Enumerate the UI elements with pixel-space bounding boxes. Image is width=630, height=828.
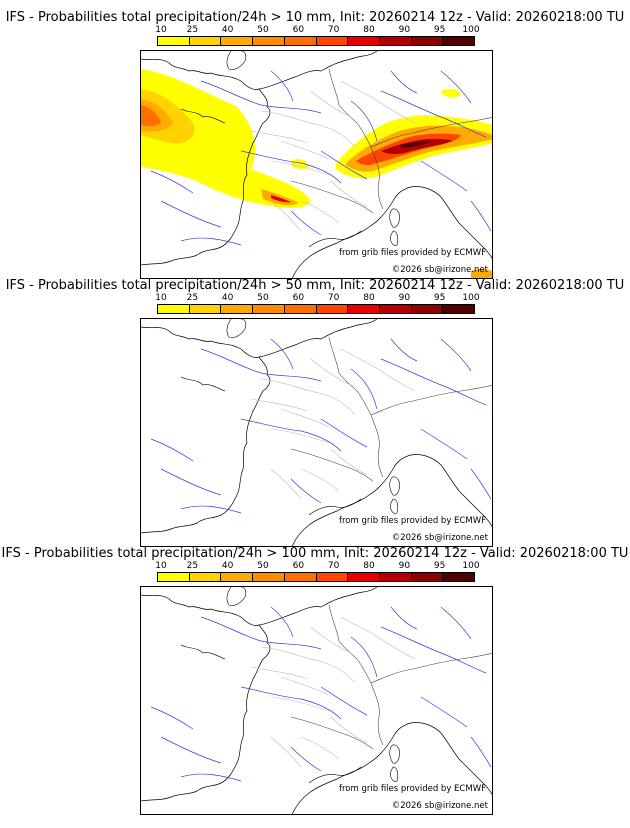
colorbar-segment: [348, 37, 380, 45]
colorbar-ticks: 10 25 40 50 60 70 80 90 95 100: [155, 561, 479, 572]
colorbar-segment: [348, 305, 380, 313]
precipitation-shading: [141, 69, 492, 278]
colorbar-tick-label: 60: [292, 561, 305, 571]
colorbar-tick-label: 40: [221, 293, 234, 303]
colorbar-segment: [443, 573, 475, 581]
geography: [141, 319, 492, 546]
colorbar-tick-label: 100: [462, 293, 480, 303]
colorbar: [157, 304, 475, 314]
panel-title: IFS - Probabilities total precipitation/…: [5, 10, 625, 25]
colorbar-segment: [443, 305, 475, 313]
colorbar-segment: [316, 37, 349, 45]
colorbar-ticks: 10 25 40 50 60 70 80 90 95 100: [155, 293, 479, 304]
colorbar-tick-label: 25: [186, 25, 199, 35]
map-10mm: from grib files provided by ECMWF ©2026 …: [140, 50, 493, 279]
source-credit: from grib files provided by ECMWF: [339, 784, 486, 794]
geography: [141, 51, 492, 278]
colorbar-tick-label: 50: [257, 25, 269, 35]
colorbar-tick-label: 10: [155, 561, 167, 571]
colorbar-segment: [316, 305, 349, 313]
panel-title: IFS - Probabilities total precipitation/…: [5, 278, 625, 293]
colorbar-tick-label: 40: [221, 25, 234, 35]
colorbar-segment: [443, 37, 475, 45]
colorbar-tick-label: 80: [363, 561, 375, 571]
colorbar-tick-label: 90: [398, 25, 411, 35]
colorbar-ticks: 10 25 40 50 60 70 80 90 95 100: [155, 25, 479, 36]
colorbar-tick-label: 10: [155, 293, 167, 303]
colorbar-segment: [253, 305, 285, 313]
colorbar-segment: [158, 573, 190, 581]
colorbar-segment: [284, 305, 317, 313]
copyright-credit: ©2026 sb@irizone.net: [391, 801, 488, 811]
colorbar: [157, 36, 475, 46]
colorbar-segment: [221, 573, 254, 581]
colorbar-tick-label: 80: [363, 25, 375, 35]
colorbar: [157, 572, 475, 582]
colorbar-segment: [411, 37, 444, 45]
colorbar-tick-label: 95: [433, 561, 446, 571]
colorbar-tick-label: 80: [363, 293, 375, 303]
colorbar-tick-label: 90: [398, 293, 411, 303]
colorbar-tick-label: 60: [292, 293, 305, 303]
panel-10mm: IFS - Probabilities total precipitation/…: [0, 10, 630, 280]
colorbar-tick-label: 25: [186, 561, 199, 571]
colorbar-segment: [316, 573, 349, 581]
colorbar-tick-label: 25: [186, 293, 199, 303]
colorbar-segment: [348, 573, 380, 581]
colorbar-segment: [158, 37, 190, 45]
colorbar-segment: [158, 305, 190, 313]
colorbar-segment: [221, 37, 254, 45]
colorbar-segment: [253, 573, 285, 581]
colorbar-segment: [253, 37, 285, 45]
panel-100mm: IFS - Probabilities total precipitation/…: [0, 546, 630, 816]
source-credit: from grib files provided by ECMWF: [339, 248, 486, 258]
colorbar-segment: [379, 573, 412, 581]
colorbar-tick-label: 40: [221, 561, 234, 571]
colorbar-segment: [284, 37, 317, 45]
colorbar-tick-label: 50: [257, 293, 269, 303]
copyright-credit: ©2026 sb@irizone.net: [391, 265, 488, 275]
colorbar-segment: [411, 573, 444, 581]
map-100mm: from grib files provided by ECMWF ©2026 …: [140, 586, 493, 815]
colorbar-segment: [284, 573, 317, 581]
colorbar-tick-label: 50: [257, 561, 269, 571]
copyright-credit: ©2026 sb@irizone.net: [391, 533, 488, 543]
colorbar-segment: [189, 37, 222, 45]
colorbar-tick-label: 95: [433, 293, 446, 303]
colorbar-tick-label: 95: [433, 25, 446, 35]
map-graphic: [141, 319, 492, 546]
colorbar-tick-label: 100: [462, 561, 480, 571]
colorbar-tick-label: 10: [155, 25, 167, 35]
colorbar-segment: [379, 305, 412, 313]
colorbar-segment: [189, 573, 222, 581]
colorbar-tick-label: 90: [398, 561, 411, 571]
map-graphic: [141, 587, 492, 814]
colorbar-segment: [221, 305, 254, 313]
geography: [141, 587, 492, 814]
colorbar-segment: [189, 305, 222, 313]
colorbar-segment: [379, 37, 412, 45]
colorbar-tick-label: 70: [327, 561, 340, 571]
map-graphic: [141, 51, 492, 278]
colorbar-tick-label: 100: [462, 25, 480, 35]
colorbar-tick-label: 60: [292, 25, 305, 35]
panel-title: IFS - Probabilities total precipitation/…: [1, 546, 629, 561]
colorbar-segment: [411, 305, 444, 313]
panel-50mm: IFS - Probabilities total precipitation/…: [0, 278, 630, 548]
map-50mm: from grib files provided by ECMWF ©2026 …: [140, 318, 493, 547]
colorbar-tick-label: 70: [327, 293, 340, 303]
source-credit: from grib files provided by ECMWF: [339, 516, 486, 526]
colorbar-tick-label: 70: [327, 25, 340, 35]
